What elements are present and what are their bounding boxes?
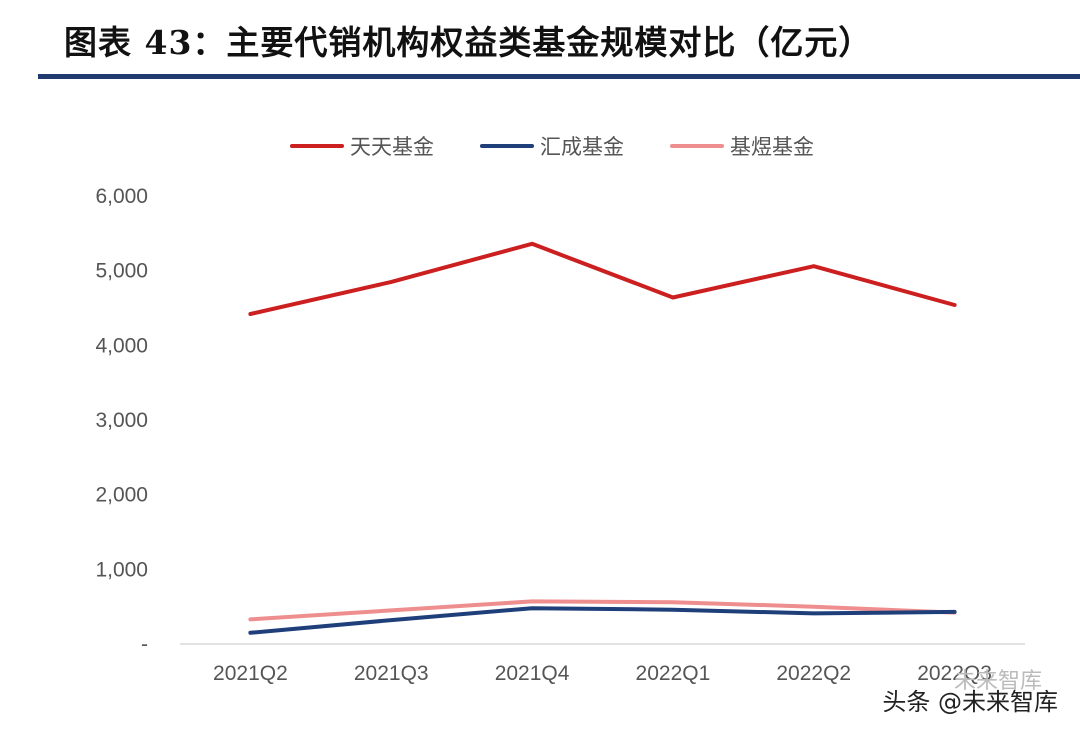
- watermark: 头条 @未来智库: [882, 688, 1058, 716]
- x-tick-label: 2022Q1: [636, 662, 711, 685]
- legend-label: 汇成基金: [540, 135, 624, 159]
- title-underline: [38, 74, 1080, 79]
- y-tick-label: 2,000: [95, 484, 148, 507]
- y-tick-label: 6,000: [95, 185, 148, 208]
- series-line-2: [248, 599, 957, 622]
- y-tick-label: 3,000: [95, 409, 148, 432]
- x-axis: 2021Q2 2021Q3 2021Q4 2022Q1 2022Q2 2022Q3: [213, 662, 992, 685]
- x-tick-label: 2022Q2: [776, 662, 851, 685]
- legend-label: 基煜基金: [730, 135, 814, 159]
- y-tick-label: 5,000: [95, 260, 148, 283]
- legend: 天天基金 汇成基金 基煜基金: [290, 135, 814, 159]
- x-tick-label: 2021Q4: [495, 662, 570, 685]
- legend-label: 天天基金: [350, 135, 434, 159]
- y-tick-label: -: [141, 633, 148, 656]
- series-layer: [248, 241, 957, 635]
- x-tick-label: 2022Q3: [917, 662, 992, 685]
- x-tick-label: 2021Q2: [213, 662, 288, 685]
- x-tick-label: 2021Q3: [354, 662, 429, 685]
- series-line-0: [248, 241, 957, 316]
- y-axis: - 1,000 2,000 3,000 4,000 5,000 6,000: [95, 185, 148, 656]
- y-tick-label: 4,000: [95, 334, 148, 357]
- watermark-faint: 未来智库: [953, 669, 1042, 694]
- y-tick-label: 1,000: [95, 558, 148, 581]
- chart-title: 图表 43：主要代销机构权益类基金规模对比（亿元）: [64, 23, 873, 62]
- series-line-1: [248, 606, 957, 635]
